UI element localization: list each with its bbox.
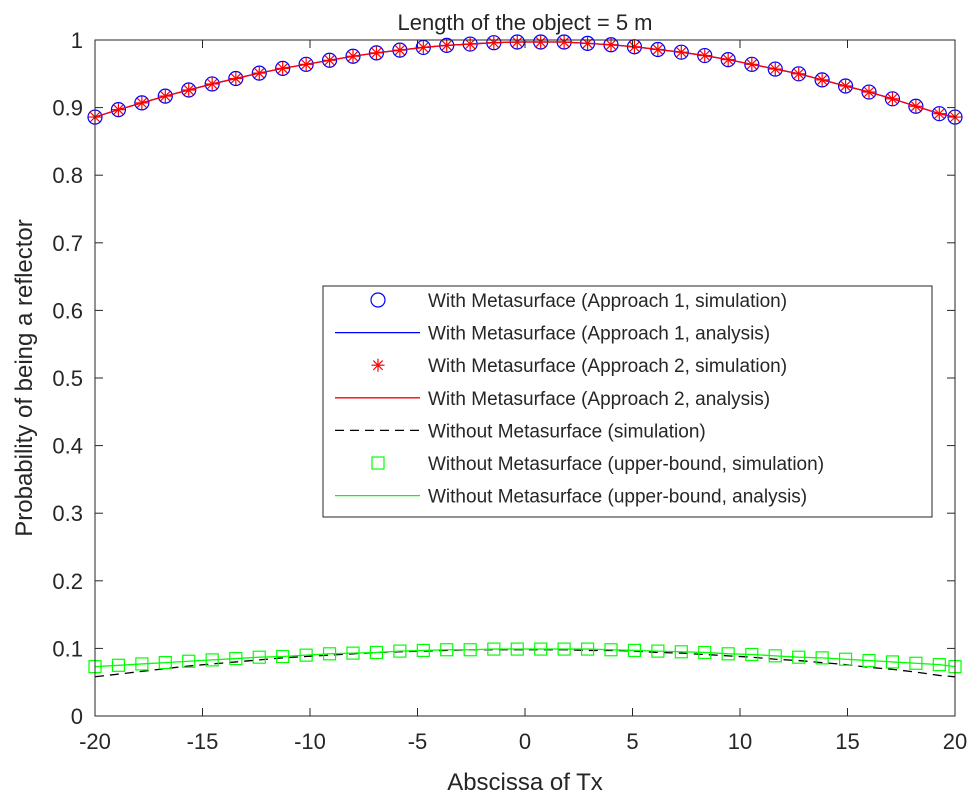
x-tick-label-8: 20	[943, 729, 967, 754]
series-0-point-31	[814, 72, 830, 88]
series-0-point-26	[697, 47, 713, 64]
series-4	[94, 649, 956, 678]
legend-swatch-5	[371, 456, 385, 470]
legend-label-5: Without Metasurface (upper-bound, simula…	[428, 454, 824, 475]
series-0-point-5	[204, 76, 220, 92]
series-0-point-28	[744, 56, 760, 72]
series-0-point-6	[228, 70, 244, 87]
y-tick-label-0: 0	[71, 704, 83, 729]
series-3	[94, 41, 956, 118]
series-0-point-24	[650, 41, 666, 58]
x-tick-label-0: -20	[79, 729, 111, 754]
x-tick-label-5: 5	[626, 729, 638, 754]
legend-label-6: Without Metasurface (upper-bound, analys…	[428, 487, 807, 508]
series-0-point-27	[720, 52, 736, 68]
series-0-point-25	[673, 44, 689, 60]
series-3-line	[94, 41, 956, 118]
series-0-point-12	[368, 45, 385, 61]
chart-title: Length of the object = 5 m	[397, 10, 652, 35]
series-0-point-2	[134, 95, 150, 111]
legend-label-3: With Metasurface (Approach 2, analysis)	[428, 389, 770, 410]
series-0-point-9	[298, 56, 314, 72]
series-0-point-32	[837, 78, 854, 94]
x-tick-label-4: 0	[519, 729, 531, 754]
y-tick-label-3: 0.3	[52, 501, 83, 526]
legend: With Metasurface (Approach 1, simulation…	[322, 285, 933, 518]
x-tick-label-7: 15	[835, 729, 859, 754]
legend-label-0: With Metasurface (Approach 1, simulation…	[428, 291, 787, 312]
y-tick-label-2: 0.2	[52, 569, 83, 594]
x-tick-label-1: -15	[187, 729, 219, 754]
y-tick-label-5: 0.5	[52, 366, 83, 391]
legend-label-2: With Metasurface (Approach 2, simulation…	[428, 356, 787, 377]
series-0	[87, 34, 963, 125]
series-0-point-35	[908, 98, 924, 114]
series-4-line	[94, 649, 956, 678]
series-0-point-4	[181, 82, 197, 98]
y-axis-label: Probability of being a reflector	[11, 219, 38, 537]
y-tick-label-4: 0.4	[52, 434, 83, 459]
x-axis-label: Abscissa of Tx	[447, 769, 603, 796]
legend-box	[322, 285, 933, 518]
series-0-point-10	[321, 52, 338, 68]
series-6-line	[94, 648, 956, 668]
legend-label-4: Without Metasurface (simulation)	[428, 421, 706, 442]
y-tick-label-8: 0.8	[52, 163, 83, 188]
series-6	[94, 648, 956, 668]
series-0-point-33	[861, 84, 877, 100]
series-0-point-34	[884, 91, 901, 107]
y-tick-label-1: 0.1	[52, 636, 83, 661]
x-tick-label-6: 10	[728, 729, 752, 754]
y-tick-label-9: 0.9	[52, 96, 83, 121]
series-0-point-7	[251, 65, 267, 81]
legend-swatch-2-stroke-3	[372, 360, 384, 371]
series-0-point-36	[931, 106, 947, 122]
series-0-point-11	[345, 48, 361, 64]
legend-swatch-0	[370, 292, 386, 308]
x-tick-label-2: -10	[294, 729, 326, 754]
series-layer	[87, 34, 963, 678]
axes-layer: -20 -15 -10 -5 0 5 10 15 20 0 0.1 0.2 0.3 0.4 0.5 0.6 0.…	[52, 28, 967, 754]
y-tick-label-6: 0.6	[52, 298, 83, 323]
series-0-point-29	[767, 61, 783, 77]
y-tick-label-10: 1	[71, 28, 83, 53]
series-0-point-3	[157, 88, 173, 104]
series-0-point-13	[392, 42, 408, 58]
legend-swatch-2	[371, 358, 385, 372]
x-tick-label-3: -5	[408, 729, 428, 754]
series-0-point-30	[791, 66, 807, 82]
y-tick-label-7: 0.7	[52, 231, 83, 256]
series-0-point-8	[275, 60, 291, 76]
legend-label-1: With Metasurface (Approach 1, analysis)	[428, 324, 770, 345]
series-0-point-1	[110, 102, 127, 118]
